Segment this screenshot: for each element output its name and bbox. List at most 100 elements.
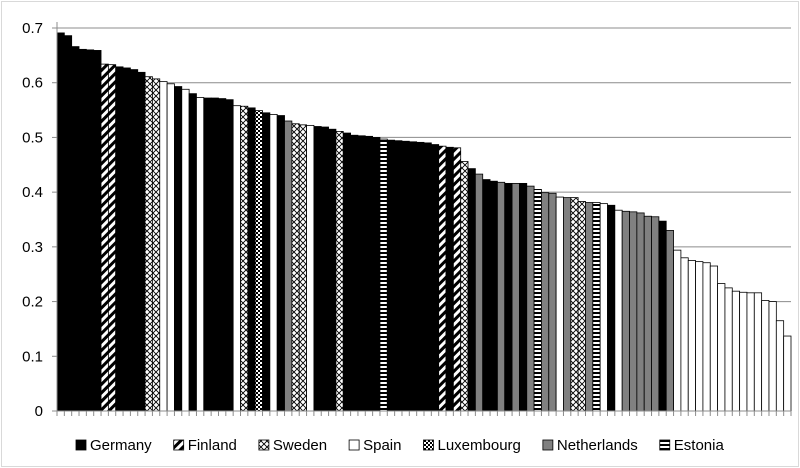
bar-netherlands: [526, 185, 535, 412]
bar-germany: [203, 97, 212, 412]
bar-spain: [702, 262, 711, 412]
legend-item-netherlands: Netherlands: [542, 437, 638, 454]
bar-germany: [386, 139, 396, 412]
bar-spain: [717, 283, 726, 412]
bar-germany: [350, 134, 359, 412]
bar-germany: [174, 86, 183, 412]
legend-item-luxembourg: Luxembourg: [423, 437, 521, 454]
bar-spain: [768, 301, 777, 412]
bar-estonia: [592, 202, 601, 412]
bar-germany: [115, 66, 124, 412]
bar-netherlands: [563, 197, 572, 412]
bar-netherlands: [474, 173, 484, 412]
legend: Germany Finland Sweden Spain Luxembourg Nethe…: [75, 437, 724, 454]
bar-netherlands: [643, 215, 652, 412]
bar-estonia: [533, 189, 542, 412]
bar-netherlands: [651, 216, 660, 412]
bar-spain: [783, 335, 792, 412]
bar-sweden: [577, 201, 586, 412]
bar-germany: [262, 112, 271, 412]
bar-germany: [328, 128, 337, 412]
legend-label: Sweden: [273, 437, 327, 454]
bar-germany: [372, 137, 381, 412]
bar-germany: [313, 126, 322, 412]
bar-sweden: [570, 197, 579, 412]
bar-germany: [56, 32, 65, 412]
bar-germany: [445, 146, 454, 412]
legend-item-finland: Finland: [173, 437, 237, 454]
bar-netherlands: [665, 230, 674, 412]
legend-label: Luxembourg: [437, 437, 520, 454]
bar-sweden: [335, 131, 344, 412]
bar-spain: [614, 209, 623, 412]
bar-finland: [438, 145, 447, 412]
bar-spain: [731, 290, 741, 412]
legend-label: Germany: [90, 437, 152, 454]
bars: [56, 32, 792, 412]
bar-germany: [225, 99, 234, 412]
legend-swatch: [173, 439, 185, 451]
bar-germany: [423, 142, 432, 412]
legend-swatch: [542, 439, 554, 451]
bar-germany: [188, 93, 197, 412]
bar-spain: [166, 83, 175, 412]
bar-germany: [430, 144, 440, 412]
y-tick-label: 0.5: [22, 129, 43, 146]
bar-germany: [504, 182, 513, 412]
bar-netherlands: [636, 212, 645, 412]
legend-item-germany: Germany: [75, 437, 152, 454]
bar-germany: [320, 126, 329, 412]
bar-sweden: [298, 124, 307, 412]
y-tick-label: 0.4: [22, 184, 43, 201]
bar-germany: [210, 97, 219, 412]
bar-germany: [71, 46, 80, 412]
bar-germany: [276, 115, 285, 412]
bar-spain: [739, 291, 748, 412]
bar-germany: [93, 50, 102, 412]
bar-germany: [482, 179, 491, 412]
bar-netherlands: [629, 211, 638, 412]
bar-germany: [137, 71, 146, 412]
bar-germany: [63, 35, 73, 412]
bar-germany: [658, 220, 667, 412]
bar-spain: [306, 124, 315, 412]
legend-item-sweden: Sweden: [258, 437, 327, 454]
bar-germany: [489, 180, 498, 412]
bar-netherlands: [585, 202, 594, 412]
axes: 0 0.1 0.2 0.3 0.4 0.5 0.6 0.7: [22, 20, 792, 420]
bar-germany: [85, 49, 95, 412]
bar-germany: [247, 107, 256, 412]
bar-germany: [394, 140, 403, 412]
legend-label: Spain: [363, 437, 401, 454]
legend-swatch: [258, 439, 270, 451]
bar-sweden: [460, 161, 469, 412]
bar-spain: [775, 320, 785, 412]
bar-spain: [196, 97, 205, 412]
bar-spain: [599, 203, 608, 412]
bar-netherlands: [511, 182, 520, 412]
bar-finland: [452, 147, 462, 412]
bar-spain: [724, 287, 733, 412]
bar-netherlands: [541, 192, 550, 412]
bar-estonia: [379, 138, 388, 412]
legend-swatch: [423, 439, 434, 451]
bar-spain: [680, 257, 689, 412]
bar-germany: [408, 141, 418, 412]
bar-netherlands: [496, 181, 506, 412]
bar-sweden: [152, 78, 161, 412]
bar-germany: [218, 98, 227, 412]
y-tick-label: 0: [35, 403, 43, 420]
bar-netherlands: [284, 120, 293, 412]
bar-spain: [232, 105, 241, 412]
bar-spain: [673, 249, 682, 412]
bar-germany: [78, 48, 87, 412]
bar-sweden: [144, 76, 153, 412]
bar-germany: [342, 132, 352, 412]
bar-spain: [695, 261, 704, 412]
bar-spain: [269, 114, 278, 412]
y-tick-label: 0.6: [22, 75, 43, 92]
bar-spain: [159, 81, 168, 412]
